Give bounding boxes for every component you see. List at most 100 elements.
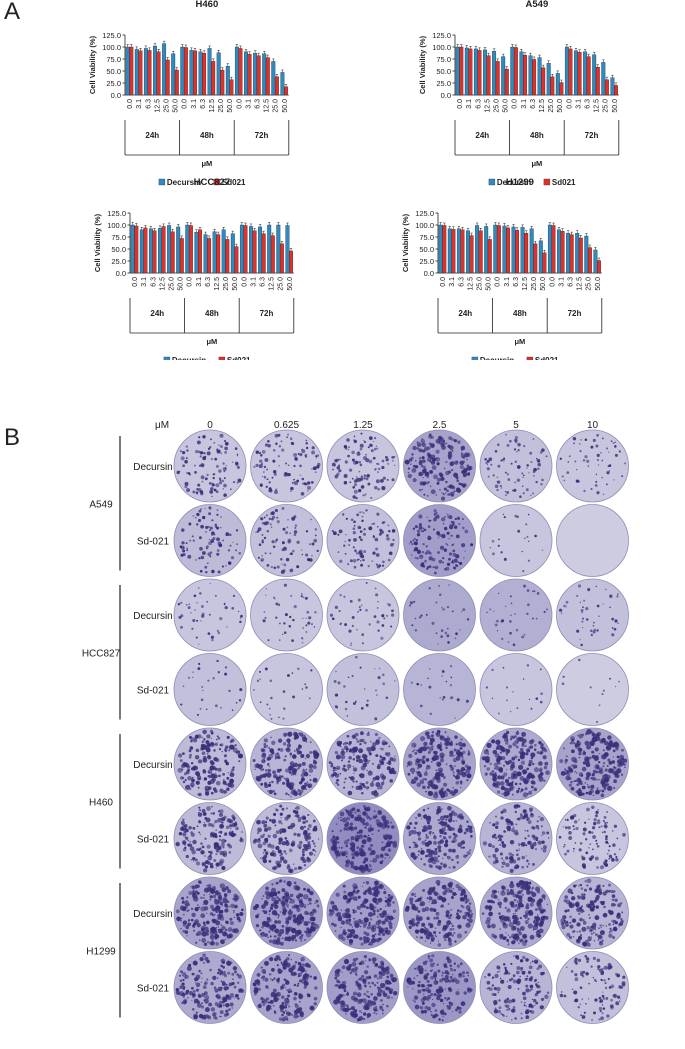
colony-dot <box>292 754 296 757</box>
colony-dot <box>429 864 433 869</box>
colony-dot <box>521 635 525 639</box>
colony-dot <box>507 776 511 780</box>
colony-dot <box>227 561 232 565</box>
colony-dot <box>612 830 614 832</box>
colony-dot <box>436 729 441 734</box>
colony-dot <box>427 824 433 830</box>
colony-dot <box>349 933 353 938</box>
colony-dot <box>219 433 224 438</box>
colony-dot <box>438 822 441 825</box>
colony-dot <box>335 851 341 857</box>
colony-dot <box>279 832 282 835</box>
colony-dot <box>416 771 421 775</box>
colony-dot <box>527 859 529 861</box>
colony-dot <box>574 460 577 463</box>
colony-dot <box>511 781 514 784</box>
colony-dot <box>186 768 191 772</box>
colony-dot <box>467 473 470 476</box>
colony-dot <box>178 832 183 836</box>
colony-dot <box>229 824 233 828</box>
colony-dot <box>341 748 345 752</box>
colony-dot <box>455 780 460 785</box>
colony-dot <box>443 782 448 787</box>
colony-dot <box>212 476 215 480</box>
colony-dot <box>426 821 430 825</box>
bar-sd021-0 <box>129 46 134 96</box>
colony-dot <box>470 835 473 838</box>
colony-dot <box>261 764 264 767</box>
colony-dot <box>417 834 421 837</box>
colony-dot <box>505 741 509 745</box>
colony-dot <box>354 655 358 659</box>
colony-dot <box>310 518 312 521</box>
colony-dot <box>272 770 276 775</box>
colony-dot <box>452 838 457 843</box>
colony-dot <box>543 610 546 613</box>
colony-dot <box>513 804 518 809</box>
colony-dot <box>282 781 286 785</box>
colony-dot <box>203 894 205 896</box>
colony-dot <box>222 846 225 849</box>
colony-dot <box>259 484 263 487</box>
colony-dot <box>617 775 620 778</box>
colony-dot <box>363 931 367 935</box>
colony-dot <box>573 828 576 831</box>
colony-dot <box>388 745 391 748</box>
colony-dot <box>419 896 423 900</box>
colony-dot <box>596 787 599 790</box>
colony-dot <box>292 618 295 622</box>
well-plate <box>556 578 629 652</box>
colony-dot <box>182 832 187 837</box>
colony-dot <box>445 910 450 915</box>
colony-dot <box>296 750 301 755</box>
colony-dot <box>422 814 426 819</box>
colony-dot <box>202 903 204 905</box>
colony-dot <box>581 785 586 790</box>
colony-dot <box>358 853 360 856</box>
colony-dot <box>428 433 432 437</box>
colony-dot <box>595 842 598 845</box>
colony-dot <box>207 447 211 451</box>
colony-dot <box>420 758 425 763</box>
colony-dot <box>187 922 191 927</box>
colony-dot <box>272 891 278 897</box>
colony-dot <box>454 940 457 943</box>
colony-dot <box>352 896 358 901</box>
bar-sd021-2 <box>460 229 465 274</box>
colony-dot <box>306 847 308 850</box>
colony-dot <box>446 606 450 609</box>
colony-dot <box>263 833 265 836</box>
colony-dot <box>186 547 189 550</box>
colony-dot <box>367 911 374 918</box>
colony-dot <box>420 614 423 617</box>
colony-dot <box>457 916 459 919</box>
colony-dot <box>287 540 291 544</box>
colony-dot <box>385 905 387 907</box>
colony-dot <box>189 539 192 542</box>
colony-dot <box>311 446 315 450</box>
colony-dot <box>374 468 377 471</box>
colony-dot <box>425 833 428 836</box>
colony-dot <box>387 462 390 465</box>
colony-dot <box>447 806 452 811</box>
colony-dot <box>206 884 209 887</box>
colony-dot <box>605 837 608 841</box>
colony-dot <box>217 893 222 898</box>
colony-dot <box>575 826 579 831</box>
colony-dot <box>525 752 529 756</box>
colony-dot <box>433 474 438 480</box>
colony-dot <box>271 476 274 479</box>
colony-dot <box>213 774 218 779</box>
colony-dot <box>565 606 568 608</box>
colony-dot <box>389 770 392 772</box>
colony-dot <box>382 682 386 686</box>
colony-dot <box>520 788 524 792</box>
treatment-label: Decursin <box>133 760 172 771</box>
colony-dot <box>205 570 208 574</box>
colony-dot <box>369 918 373 921</box>
colony-dot <box>559 759 564 764</box>
colony-dot <box>272 833 278 839</box>
colony-dot <box>437 551 440 554</box>
y-tick-label: 0.0 <box>116 269 126 278</box>
colony-dot <box>263 476 267 479</box>
